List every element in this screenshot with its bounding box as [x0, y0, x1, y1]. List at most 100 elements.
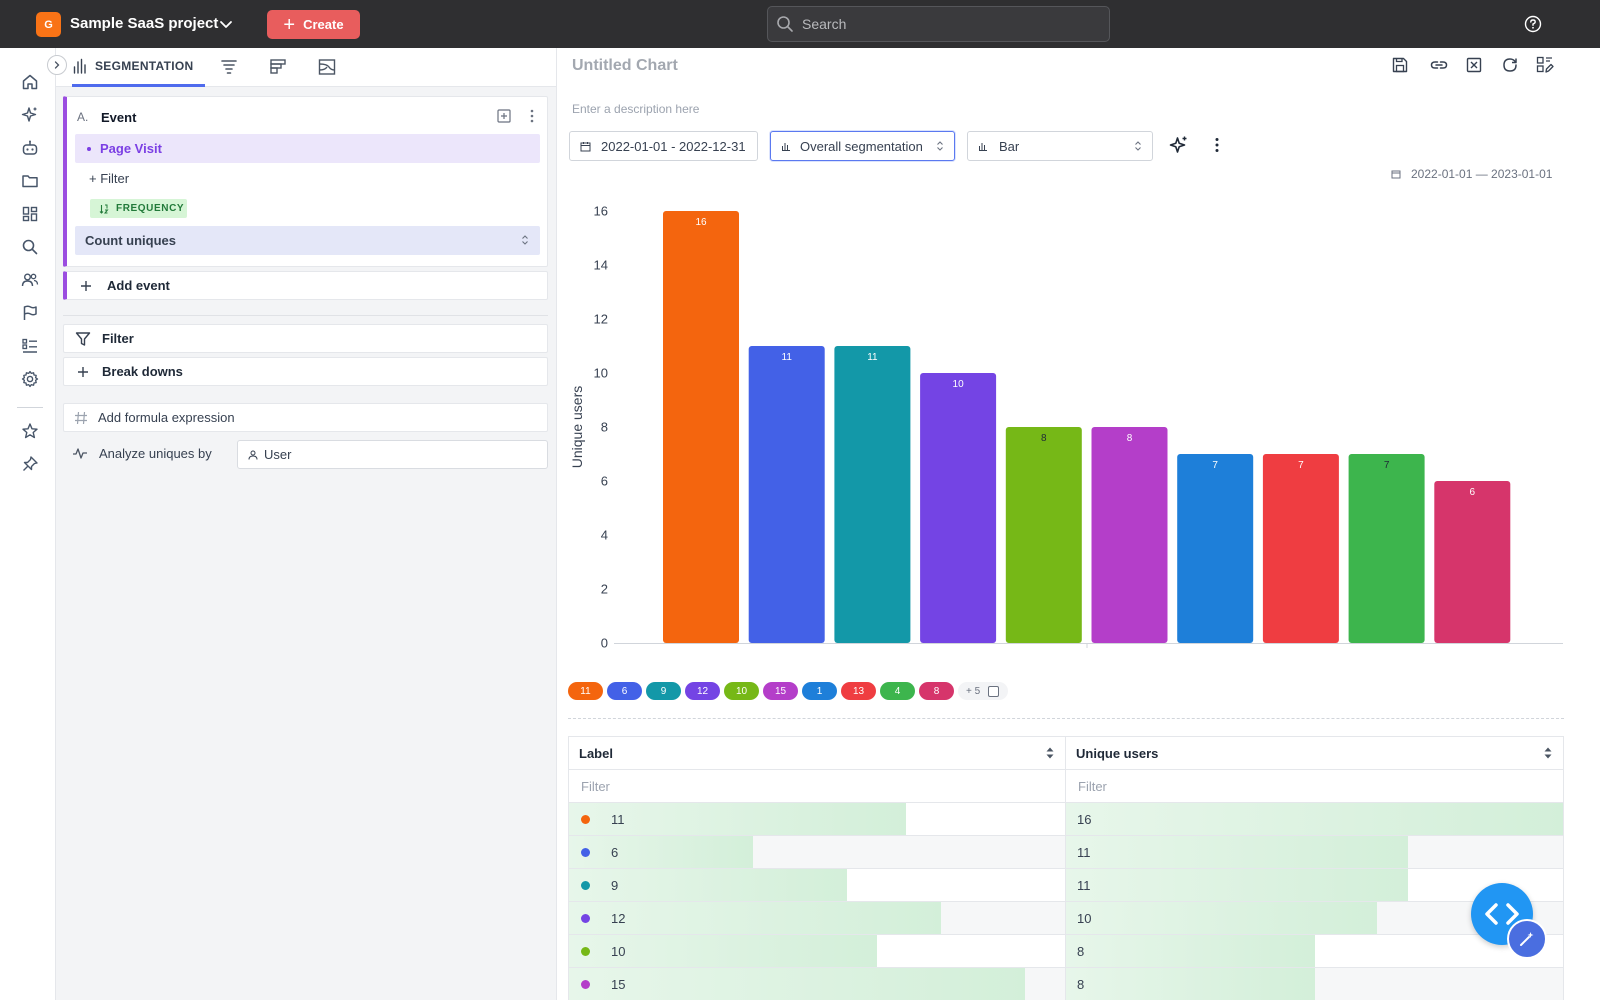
pin-icon[interactable] — [20, 454, 40, 474]
legend-chip-9[interactable]: 9 — [646, 682, 681, 700]
home-icon[interactable] — [20, 72, 40, 92]
refresh-icon[interactable] — [1501, 56, 1519, 74]
value-cell-bar — [1066, 902, 1377, 934]
hash-icon — [64, 411, 98, 425]
breakdowns-button[interactable]: Break downs — [63, 357, 548, 386]
value-cell-text: 8 — [1077, 976, 1085, 992]
list-icon[interactable] — [20, 336, 40, 356]
folder-icon[interactable] — [20, 171, 40, 191]
bar-value-label: 10 — [953, 379, 965, 390]
bar-value-label: 8 — [1041, 433, 1047, 444]
table-row[interactable]: 9 11 — [569, 869, 1563, 902]
add-formula-button[interactable]: Add formula expression — [63, 403, 548, 432]
event-add-filter[interactable]: + Filter — [89, 171, 130, 186]
star-icon[interactable] — [20, 421, 40, 441]
link-icon[interactable] — [1430, 56, 1448, 74]
chevron-down-icon[interactable] — [218, 16, 234, 32]
close-box-icon[interactable] — [1465, 56, 1483, 74]
y-tick-label: 2 — [601, 582, 608, 597]
y-tick-label: 16 — [594, 204, 608, 219]
legend-chip-6[interactable]: 6 — [607, 682, 642, 700]
filter-button[interactable]: Filter — [63, 324, 548, 353]
settings-icon[interactable] — [20, 369, 40, 389]
journey-tab-icon[interactable] — [317, 57, 337, 77]
legend-chip-10[interactable]: 10 — [724, 682, 759, 700]
search-input[interactable] — [802, 16, 1082, 32]
y-axis-title: Unique users — [569, 386, 585, 469]
table-row[interactable]: 10 8 — [569, 935, 1563, 968]
table-row[interactable]: 6 11 — [569, 836, 1563, 869]
more-vertical-icon[interactable] — [1210, 136, 1224, 154]
legend-chip-13[interactable]: 13 — [841, 682, 876, 700]
analyze-uniques-select[interactable]: User — [237, 440, 548, 469]
search-icon[interactable] — [20, 237, 40, 257]
project-logo[interactable]: G — [36, 12, 61, 37]
table-row[interactable]: 15 8 — [569, 968, 1563, 1000]
bar-1 — [1177, 454, 1254, 643]
magic-sparkle-icon[interactable] — [1169, 135, 1189, 155]
label-cell-bar — [569, 803, 907, 835]
bar-15 — [1091, 427, 1168, 643]
legend-chip-8[interactable]: 8 — [919, 682, 954, 700]
more-vertical-icon[interactable] — [525, 108, 539, 124]
label-cell: 12 — [569, 902, 1066, 934]
series-color-dot — [581, 946, 590, 956]
legend-chip-4[interactable]: 4 — [880, 682, 915, 700]
edit-grid-icon[interactable] — [1536, 56, 1554, 74]
column-header-unique-users[interactable]: Unique users — [1066, 737, 1563, 769]
save-icon[interactable] — [1391, 56, 1409, 74]
chart-description[interactable]: Enter a description here — [572, 102, 700, 116]
sort-numeric-icon — [99, 204, 109, 214]
dashboard-icon[interactable] — [20, 204, 40, 224]
label-cell-text: 12 — [611, 910, 626, 926]
legend-toggle-checkbox[interactable] — [988, 685, 1000, 697]
add-square-icon[interactable] — [496, 108, 512, 124]
sparkle-icon[interactable] — [20, 105, 40, 125]
chart-title[interactable]: Untitled Chart — [572, 57, 678, 74]
legend-more-chip[interactable]: + 5 — [958, 682, 1008, 700]
table-row[interactable]: 12 10 — [569, 902, 1563, 935]
value-filter-input[interactable] — [1066, 778, 1563, 794]
results-table: Label Unique users 11 16 6 11 9 11 12 10 10 8 15 8 — [568, 736, 1564, 1000]
column-header-label-text: Label — [579, 745, 613, 761]
legend-chip-15[interactable]: 15 — [763, 682, 798, 700]
robot-icon[interactable] — [20, 138, 40, 158]
chart-type-select[interactable]: Bar — [967, 131, 1153, 161]
series-color-dot — [581, 880, 590, 890]
sort-icon[interactable] — [1543, 746, 1553, 760]
segmentation-select[interactable]: Overall segmentation — [770, 131, 955, 161]
project-name[interactable]: Sample SaaS project — [70, 15, 219, 32]
add-event-button[interactable]: Add event — [63, 271, 548, 300]
collapse-panel-button[interactable] — [47, 55, 67, 75]
chevron-right-icon — [54, 61, 60, 69]
legend-chip-1[interactable]: 1 — [802, 682, 837, 700]
label-filter-input[interactable] — [569, 778, 1065, 794]
legend-chip-12[interactable]: 12 — [685, 682, 720, 700]
help-icon[interactable] — [1524, 15, 1542, 33]
label-cell-text: 9 — [611, 877, 619, 893]
label-cell: 10 — [569, 935, 1066, 967]
retention-tab-icon[interactable] — [268, 57, 288, 77]
event-title: Event — [101, 110, 137, 125]
updown-chevron-icon — [1135, 141, 1141, 151]
selected-event[interactable]: Page Visit — [75, 134, 540, 163]
ai-assistant-button[interactable] — [1507, 919, 1547, 959]
bar-8 — [1434, 481, 1511, 643]
label-cell: 15 — [569, 968, 1066, 1000]
legend-chip-11[interactable]: 11 — [568, 682, 603, 700]
create-button[interactable]: + Create — [267, 10, 360, 39]
funnel-tab-icon[interactable] — [219, 57, 239, 77]
flag-icon[interactable] — [20, 303, 40, 323]
label-cell-text: 10 — [611, 943, 626, 959]
search-box[interactable] — [767, 6, 1110, 42]
aggregation-select[interactable]: Count uniques — [75, 226, 540, 255]
users-icon[interactable] — [20, 270, 40, 290]
sort-icon[interactable] — [1045, 746, 1055, 760]
date-range-picker[interactable]: 2022-01-01 - 2022-12-31 — [569, 131, 758, 161]
column-header-label[interactable]: Label — [569, 737, 1066, 769]
tab-segmentation[interactable]: SEGMENTATION — [72, 48, 205, 87]
updown-chevron-icon — [522, 235, 528, 245]
frequency-badge[interactable]: FREQUENCY — [90, 199, 187, 218]
table-row[interactable]: 11 16 — [569, 803, 1563, 836]
icon-rail — [0, 48, 56, 1000]
